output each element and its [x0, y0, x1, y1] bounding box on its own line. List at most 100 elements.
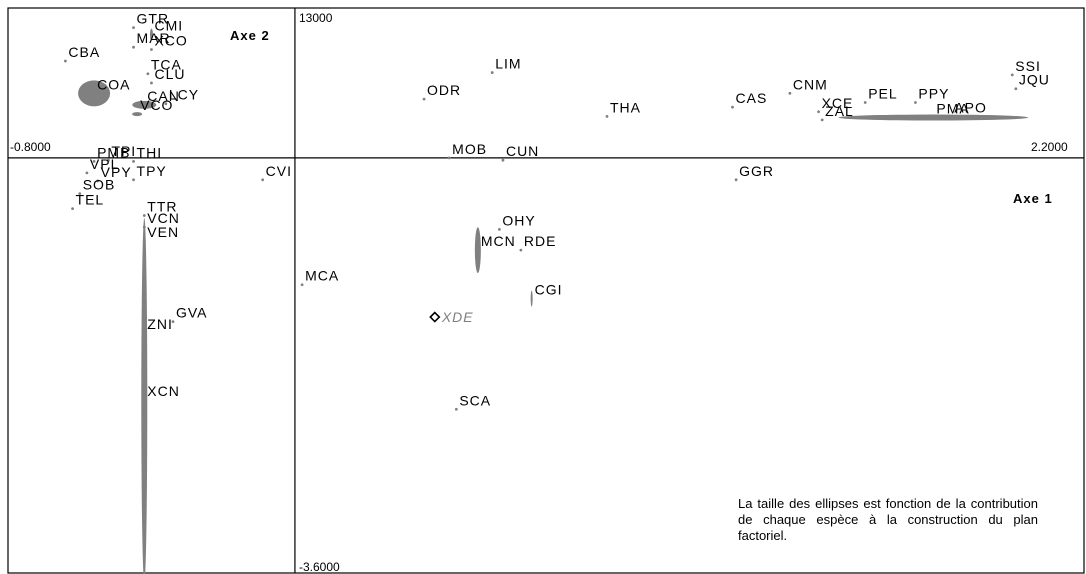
point-tha	[605, 114, 609, 118]
label-pma: PMA	[936, 101, 969, 117]
label-mob: MOB	[452, 141, 487, 157]
ellipse-can	[132, 100, 157, 109]
label-cba: CBA	[68, 44, 100, 60]
point-apo	[949, 114, 953, 118]
label-apo: APO	[954, 99, 987, 115]
label-cgi: CGI	[535, 282, 563, 298]
ellipse-pma	[838, 114, 1029, 121]
point-ggr	[734, 178, 738, 182]
point-ssi	[1010, 73, 1014, 77]
label-tpi: TPI	[111, 143, 136, 159]
label-tpy: TPY	[137, 163, 167, 179]
label-mar: MAR	[137, 30, 171, 46]
x-axis-name: Axe 1	[1013, 191, 1053, 206]
point-pmb	[92, 159, 96, 163]
point-cas	[731, 105, 734, 109]
y-axis-name: Axe 2	[230, 28, 270, 43]
label-xco: XCO	[154, 33, 187, 49]
point-vcn	[142, 225, 146, 229]
point-vpy	[96, 179, 100, 183]
label-tha: THA	[610, 99, 641, 115]
label-vco: VCO	[140, 97, 173, 113]
label-lcy: LCY	[169, 87, 199, 103]
label-coa: COA	[97, 76, 130, 92]
point-cun	[501, 158, 505, 162]
label-ssi: SSI	[1015, 58, 1041, 74]
point-tpi	[107, 158, 110, 162]
label-cas: CAS	[736, 90, 768, 106]
label-ohy: OHY	[502, 212, 535, 228]
label-zni: ZNI	[147, 316, 173, 332]
label-rde: RDE	[524, 233, 557, 249]
label-gtr: GTR	[137, 11, 170, 27]
plot-frame	[7, 7, 1085, 574]
x-axis-max-tick: 2.2000	[1031, 140, 1068, 154]
point-pel	[863, 101, 867, 104]
supplementary-marker-xde	[429, 311, 441, 323]
point-xco	[150, 48, 153, 51]
label-lim: LIM	[495, 56, 521, 72]
point-ohy	[497, 227, 501, 231]
supplementary-label-xde: XDE	[441, 309, 474, 325]
point-jqu	[1014, 87, 1018, 91]
label-thi: THI	[137, 144, 163, 160]
label-sca: SCA	[459, 392, 491, 408]
x-axis-min-tick: -0.8000	[10, 140, 51, 154]
label-tel: TEL	[76, 192, 105, 208]
point-tpy	[132, 178, 135, 182]
y-axis-min-tick: -3.6000	[299, 560, 340, 574]
label-sob: SOB	[83, 177, 116, 193]
point-zni	[142, 331, 146, 335]
label-ven: VEN	[147, 224, 179, 240]
point-rde	[519, 248, 523, 252]
label-ggr: GGR	[739, 163, 774, 179]
point-mca	[300, 283, 304, 287]
point-ven	[142, 239, 146, 243]
label-tca: TCA	[151, 57, 182, 73]
label-vpy: VPY	[101, 164, 132, 180]
ellipse-xcn	[141, 218, 148, 574]
label-pel: PEL	[868, 86, 897, 102]
ellipse-mcn	[474, 227, 481, 274]
label-ttr: TTR	[147, 199, 177, 215]
point-odr	[422, 97, 426, 101]
point-gva	[171, 320, 175, 324]
point-mob	[447, 156, 451, 160]
label-vcn: VCN	[147, 210, 180, 226]
y-axis-max-tick: 13000	[299, 11, 333, 25]
ellipse-cmi	[149, 28, 153, 41]
point-xce	[817, 110, 820, 114]
point-sca	[454, 407, 458, 411]
label-mca: MCA	[305, 268, 339, 284]
label-cvi: CVI	[266, 163, 292, 179]
label-cnm: CNM	[793, 76, 828, 92]
label-gva: GVA	[176, 305, 208, 321]
label-vpl: VPL	[90, 156, 119, 172]
point-cnm	[788, 91, 792, 95]
point-tel	[71, 207, 74, 211]
label-ppy: PPY	[918, 86, 949, 102]
ellipse-cgi	[530, 290, 533, 307]
point-cba	[63, 59, 67, 63]
label-xce: XCE	[822, 95, 854, 111]
point-lcy	[164, 102, 168, 106]
point-ttr	[142, 214, 146, 217]
point-clu	[150, 81, 153, 85]
chart-note: La taille des ellipses est fonction de l…	[738, 496, 1038, 543]
point-thi	[132, 159, 135, 163]
label-cun: CUN	[506, 143, 539, 159]
ellipse-vco	[132, 112, 143, 117]
label-zal: ZAL	[825, 103, 854, 119]
point-lim	[490, 71, 494, 74]
point-sob	[78, 192, 82, 196]
point-tca	[146, 72, 150, 76]
label-cmi: CMI	[154, 18, 183, 34]
label-odr: ODR	[427, 82, 461, 98]
point-ppy	[914, 101, 917, 104]
point-vpl	[85, 171, 89, 175]
point-mar	[132, 45, 135, 49]
point-zal	[820, 118, 824, 122]
label-mcn: MCN	[481, 233, 516, 249]
label-pmb: PMB	[97, 144, 130, 160]
